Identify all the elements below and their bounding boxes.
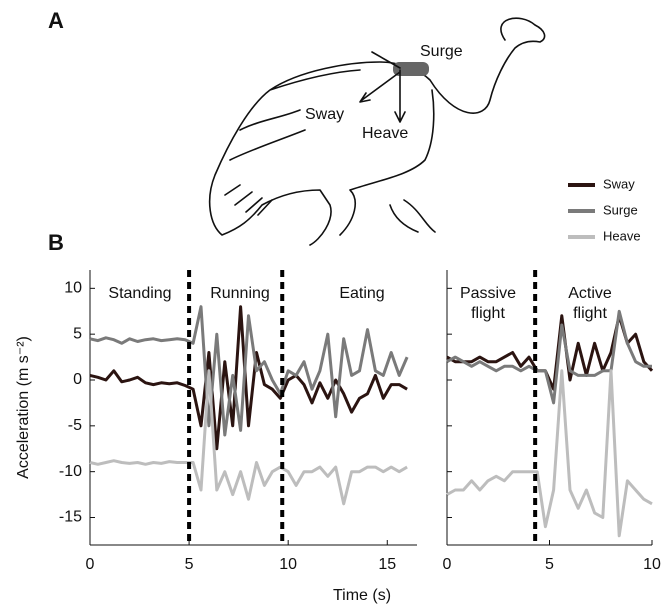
axis-label-diagram: Sway	[305, 106, 344, 123]
legend-label: Heave	[603, 228, 641, 243]
phase-label: flight	[471, 305, 505, 322]
series-line	[90, 371, 407, 504]
phase-label: flight	[573, 305, 607, 322]
legend-label: Surge	[603, 202, 638, 217]
phase-label: Running	[210, 285, 270, 302]
y-tick-label: -5	[68, 417, 82, 434]
phase-label: Active	[568, 285, 612, 302]
axis-label-diagram: Surge	[420, 43, 463, 60]
legend-label: Sway	[603, 176, 635, 191]
x-tick-label: 0	[86, 556, 95, 573]
y-axis-title: Acceleration (m s⁻²)	[15, 336, 32, 479]
axis-label-diagram: Heave	[362, 125, 408, 142]
phase-label: Standing	[108, 285, 171, 302]
panel-label: B	[48, 230, 64, 255]
x-axis-title: Time (s)	[333, 587, 391, 604]
series-line	[447, 316, 652, 389]
y-tick-label: -15	[59, 509, 82, 526]
x-tick-label: 0	[443, 556, 452, 573]
y-tick-label: -10	[59, 463, 82, 480]
panel-label: A	[48, 8, 64, 33]
y-tick-label: 0	[73, 371, 82, 388]
figure: A B Surge Sway Heave Time (s) -15 -10 -5 0 5…	[0, 0, 668, 607]
series-line	[447, 371, 652, 536]
x-tick-label: 15	[378, 556, 396, 573]
x-tick-label: 10	[643, 556, 661, 573]
y-tick-label: 5	[73, 325, 82, 342]
y-tick-label: 10	[64, 280, 82, 297]
phase-label: Passive	[460, 285, 516, 302]
x-tick-label: 5	[545, 556, 554, 573]
phase-label: Eating	[339, 285, 384, 302]
x-tick-label: 10	[279, 556, 297, 573]
x-tick-label: 5	[185, 556, 194, 573]
